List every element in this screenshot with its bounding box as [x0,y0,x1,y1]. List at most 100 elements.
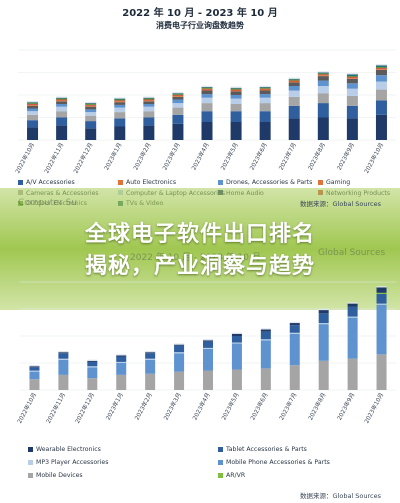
legend-label: Drones, Accessories & Parts [226,179,313,186]
bar-segment [317,93,329,104]
bar-segment [172,114,184,124]
bar-segment [145,353,156,359]
bar-segment [346,76,358,77]
bar-segment [230,87,242,89]
bar-cap [27,101,39,103]
bar-segment [201,88,213,90]
bar-segment [376,293,387,304]
bar-segment [145,359,156,374]
bar-segment [317,73,329,75]
bar-segment [347,303,358,307]
x-tick-label: 2023年8月 [306,391,327,421]
legend-label: Tablet Accessories & Parts [226,446,307,453]
legend-swatch [118,179,123,185]
bar-segment [143,99,155,101]
legend-label: Mobile Phone Accessories & Parts [226,459,330,466]
bar-segment [230,122,242,140]
bar-segment [289,323,300,326]
bar-segment [347,316,358,318]
bar-segment [172,107,184,115]
legend-label: AR/VR [226,472,246,479]
bar-segment [114,100,126,102]
bar-segment [172,96,184,100]
bar-segment [85,105,97,107]
bar-segment [201,94,213,98]
bar-segment [174,353,185,372]
x-tick-label: 2023年3月 [161,141,182,171]
bar-cap [116,354,127,356]
bar-segment [174,352,185,354]
bar-segment [29,366,40,368]
bar-segment [346,83,358,89]
legend-swatch [28,459,33,465]
bar-segment [143,106,155,112]
bar-segment [288,105,300,119]
x-tick-label: 2023年1月 [104,391,125,421]
x-tick-label: 2022年11月 [42,141,65,175]
bar-segment [56,101,68,104]
bar-segment [56,104,68,107]
bar-segment [230,88,242,90]
bar-segment [87,366,98,368]
x-tick-label: 2022年12月 [72,141,95,175]
bar-cap [114,97,126,99]
x-tick-label: 2023年10月 [362,391,385,425]
bar-cap [376,286,387,288]
bar-segment [288,86,300,91]
bar-segment [174,371,185,390]
bar-segment [288,90,300,97]
bar-segment [260,331,271,340]
legend-item: Mobile Devices [28,471,83,482]
bar-segment [230,104,242,112]
legend-swatch [18,179,23,185]
x-tick-label: 2023年3月 [162,391,183,421]
bar-cap [259,85,271,87]
bar-segment [259,122,271,140]
bar-segment [203,341,213,348]
bar-segment [259,97,271,104]
bar-segment [375,69,387,76]
bar-segment [375,89,387,101]
bar-segment [85,104,97,106]
bar-segment [289,365,300,390]
bar-cap [145,351,156,353]
bar-segment [143,100,155,102]
bar-segment [203,348,213,371]
bar-segment [172,94,184,95]
bar-segment [85,128,97,140]
bar-segment [201,87,213,89]
bar-segment [143,97,155,99]
bar-segment [201,103,213,112]
bar-segment [346,95,358,106]
bar-cap [58,351,69,353]
bar-segment [376,354,387,390]
legend-2: Wearable Electronics Tablet Accessories &… [28,445,398,489]
bar-segment [56,106,68,112]
bar-segment [375,75,387,82]
bar-segment [172,123,184,140]
legend-swatch [218,472,223,478]
bar-segment [289,325,300,333]
bar-segment [230,91,242,95]
bar-segment [116,374,127,390]
bar-segment [376,292,387,294]
bar-segment [87,367,98,379]
bar-segment [58,359,69,375]
ghost-text-left: Computer Su [18,198,78,208]
bar-segment [114,99,126,101]
legend-swatch [218,179,223,185]
bar-segment [347,358,358,390]
legend-item: AR/VR [218,471,245,482]
bar-segment [58,358,69,360]
bar-segment [27,120,39,128]
bar-segment [259,89,271,91]
bar-segment [87,361,98,367]
bar-segment [231,343,242,370]
bar-segment [260,368,271,390]
bar-segment [114,104,126,108]
bar-segment [347,317,358,359]
bar-segment [56,97,68,99]
bar-segment [85,112,97,116]
bar-segment [29,370,40,372]
